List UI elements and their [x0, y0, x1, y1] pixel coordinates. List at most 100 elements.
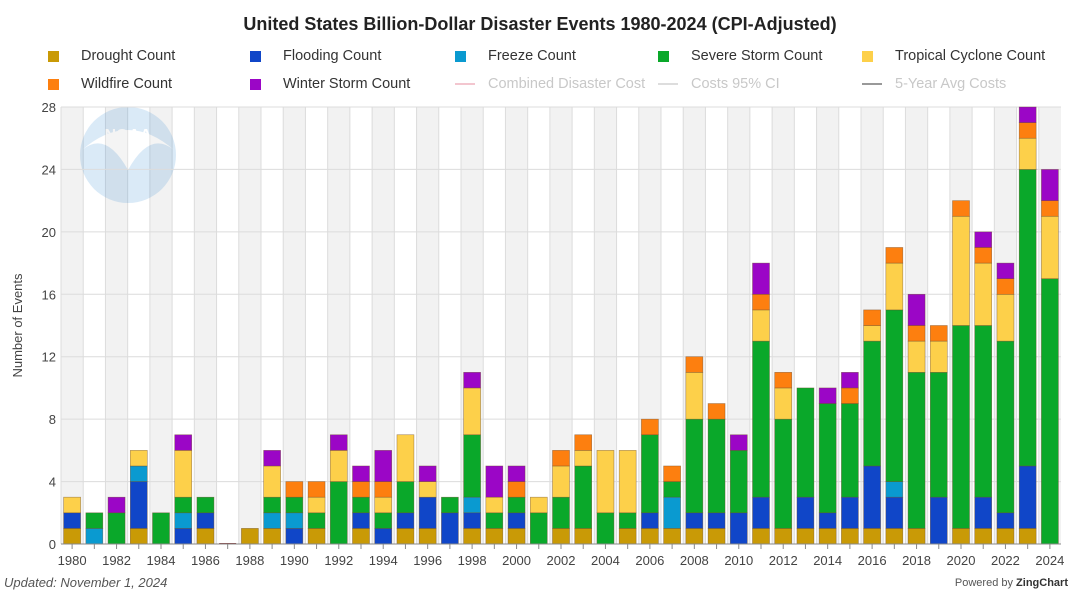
legend-line-marker — [862, 83, 882, 85]
bar-segment — [263, 465, 281, 498]
noaa-logo-watermark: NOAA — [80, 107, 176, 203]
bar-segment — [885, 309, 904, 482]
bar-segment — [129, 481, 148, 529]
legend-item[interactable]: Severe Storm Count — [658, 48, 822, 64]
bar-segment — [952, 200, 970, 217]
legend-item[interactable]: Freeze Count — [455, 48, 576, 64]
x-tick-label: 1998 — [458, 553, 487, 568]
bar-segment — [974, 247, 993, 264]
bar-segment — [374, 496, 393, 514]
x-tick-label: 2014 — [813, 553, 842, 568]
legend-item[interactable]: 5-Year Avg Costs — [862, 76, 1006, 92]
legend-item[interactable]: Drought Count — [48, 48, 175, 64]
bar-segment — [418, 481, 437, 498]
bar-segment — [729, 450, 748, 514]
bar-segment — [996, 293, 1015, 342]
bar-segment — [663, 528, 681, 545]
y-tick-label: 0 — [49, 537, 56, 552]
bar-segment — [352, 496, 370, 514]
bar-segment — [263, 512, 281, 529]
bar-segment — [507, 496, 526, 514]
bar-segment — [85, 528, 104, 545]
bar-segment — [529, 496, 548, 514]
bar-segment — [907, 340, 926, 373]
bar-segment — [885, 496, 904, 529]
legend-label: 5-Year Avg Costs — [895, 76, 1007, 92]
bar-segment — [463, 512, 481, 529]
y-tick-label: 28 — [42, 100, 56, 115]
bar-segment — [818, 512, 837, 529]
y-tick-label: 4 — [49, 475, 56, 490]
bar-segment — [241, 528, 259, 545]
x-tick-label: 2016 — [858, 553, 887, 568]
bar-segment — [285, 481, 304, 498]
bar-segment — [663, 481, 681, 498]
bar-segment — [463, 387, 481, 436]
legend-item[interactable]: Winter Storm Count — [250, 76, 410, 92]
bar-segment — [996, 528, 1015, 545]
bar-segment — [574, 450, 593, 467]
bar-segment — [952, 215, 970, 326]
bar-segment — [352, 481, 370, 498]
x-tick-label: 1996 — [413, 553, 442, 568]
bar-segment — [929, 496, 948, 545]
updated-date: Updated: November 1, 2024 — [4, 575, 168, 590]
legend-item[interactable]: Wildfire Count — [48, 76, 172, 92]
legend-item[interactable]: Tropical Cyclone Count — [862, 48, 1045, 64]
legend-label: Combined Disaster Cost — [488, 76, 646, 92]
bar-segment — [841, 372, 859, 389]
y-tick-label: 24 — [42, 162, 56, 177]
bar-segment — [1041, 278, 1059, 545]
x-tick-label: 1982 — [102, 553, 131, 568]
bar-segment — [329, 434, 348, 451]
bar-segment — [374, 450, 393, 482]
bar-segment — [774, 418, 793, 529]
legend-label: Wildfire Count — [81, 76, 173, 92]
bar-segment — [552, 450, 570, 467]
x-tick-label: 1988 — [235, 553, 264, 568]
bar-segment — [285, 528, 304, 545]
column-stripe — [61, 107, 84, 544]
legend-swatch — [48, 50, 59, 62]
bar-segment — [485, 528, 504, 545]
bar-segment — [996, 340, 1015, 514]
column-stripe — [283, 107, 306, 544]
legend-swatch — [658, 50, 669, 62]
legend-item[interactable]: Flooding Count — [250, 48, 381, 64]
x-tick-label: 2010 — [724, 553, 753, 568]
bar-segment — [107, 512, 126, 545]
bar-segment — [663, 496, 681, 529]
x-tick-label: 2018 — [902, 553, 931, 568]
bar-segment — [596, 512, 615, 545]
bar-segment — [685, 356, 704, 373]
bar-segment — [507, 528, 526, 545]
bar-segment — [441, 496, 459, 514]
x-tick-label: 1984 — [147, 553, 176, 568]
bar-segment — [907, 372, 926, 529]
bar-segment — [285, 496, 304, 514]
x-tick-label: 1980 — [58, 553, 87, 568]
bar-segment — [374, 481, 393, 498]
bar-segment — [1018, 465, 1037, 529]
bar-segment — [152, 512, 170, 545]
bar-segment — [174, 496, 193, 514]
legend-label: Flooding Count — [283, 48, 382, 64]
y-tick-label: 12 — [42, 350, 56, 365]
bar-segment — [507, 512, 526, 529]
bar-segment — [418, 528, 437, 545]
bar-segment — [63, 512, 81, 529]
bar-segment — [863, 340, 881, 467]
bar-segment — [885, 262, 904, 311]
bar-segment — [441, 512, 459, 545]
legend-item[interactable]: Costs 95% CI — [658, 76, 780, 92]
bar-segment — [329, 481, 348, 545]
legend-label: Drought Count — [81, 48, 176, 64]
bar-segment — [618, 512, 637, 529]
bar-segment — [863, 309, 881, 326]
legend-item[interactable]: Combined Disaster Cost — [455, 76, 645, 92]
x-tick-label: 2006 — [635, 553, 664, 568]
bar-segment — [129, 450, 148, 467]
bar-segment — [574, 434, 593, 451]
bar-segment — [752, 528, 770, 545]
powered-by[interactable]: Powered by ZingChart — [955, 577, 1068, 589]
